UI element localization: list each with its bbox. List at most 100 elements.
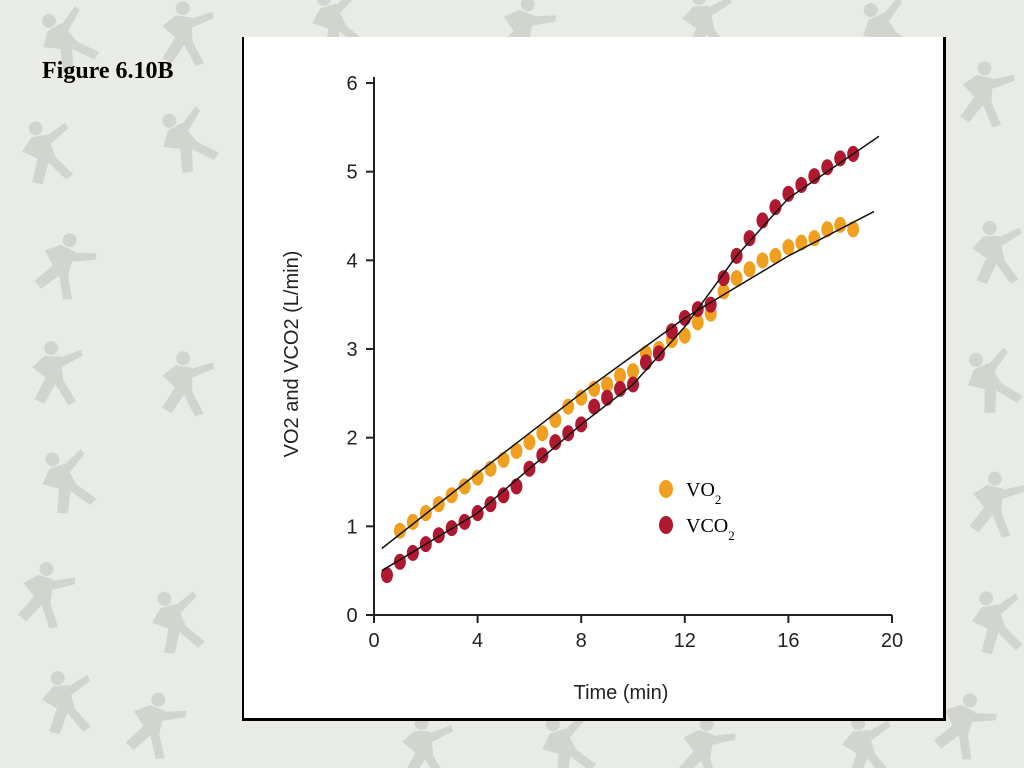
silhouette-arm	[161, 710, 187, 721]
vo2-point	[847, 221, 860, 238]
athlete-silhouette	[933, 693, 997, 760]
silhouette-arm	[51, 577, 76, 590]
silhouette-head	[28, 121, 43, 136]
athlete-silhouette	[967, 347, 1023, 414]
vco2-fit-line	[381, 135, 880, 572]
silhouette-arm	[707, 0, 732, 16]
legend-box	[642, 459, 782, 551]
legend-label-vo2: VO2	[686, 479, 721, 507]
silhouette-head	[151, 692, 166, 707]
y-tick-label: 2	[346, 428, 357, 450]
athlete-silhouette	[17, 561, 76, 629]
athlete-silhouette	[971, 591, 1023, 655]
y-tick-label: 1	[346, 516, 357, 538]
y-tick-label: 5	[346, 162, 357, 184]
vco2-point	[808, 168, 821, 185]
vo2-point	[510, 442, 523, 459]
vo2-point	[717, 283, 730, 300]
legend-marker-vo2	[659, 480, 673, 498]
silhouette-arm	[63, 449, 85, 473]
silhouette-head	[44, 341, 59, 356]
legend-label-vco2: VCO2	[686, 515, 735, 543]
silhouette-arm	[997, 227, 1022, 246]
vo2-point	[549, 411, 562, 428]
silhouette-head	[962, 693, 977, 708]
vo2-point	[627, 363, 639, 380]
vco2-point	[601, 389, 614, 406]
vco2-point	[665, 323, 678, 340]
vco2-point	[458, 513, 471, 530]
silhouette-body	[969, 485, 1011, 538]
chart-panel: 0 4 8 12 16 20 0 1 2 3 4 5 6 Time (min) VO2 and VCO2 (…	[242, 37, 946, 721]
silhouette-head	[987, 471, 1002, 486]
silhouette-head	[863, 3, 878, 18]
silhouette-arm	[189, 11, 214, 28]
vo2-point	[834, 216, 847, 233]
athlete-silhouette	[125, 692, 187, 760]
silhouette-head	[50, 671, 65, 686]
y-axis-label: VO2 and VCO2 (L/min)	[281, 251, 303, 458]
vco2-point	[769, 199, 782, 216]
silhouette-head	[42, 13, 56, 28]
silhouette-arm	[531, 15, 556, 26]
silhouette-head	[175, 1, 190, 16]
silhouette-body	[971, 235, 1019, 285]
silhouette-arm	[990, 74, 1015, 89]
athlete-silhouette	[161, 351, 214, 417]
vo2-point	[458, 478, 471, 495]
silhouette-head	[982, 221, 997, 236]
vco2-point	[717, 270, 730, 287]
x-axis-label: Time (min)	[574, 682, 669, 704]
silhouette-body	[933, 704, 976, 760]
legend: VO2 VCO2	[642, 459, 782, 551]
silhouette-arm	[972, 712, 997, 722]
vco2-point	[588, 398, 601, 415]
vo2-point	[691, 314, 704, 331]
y-tick-label: 4	[346, 250, 357, 272]
silhouette-body	[967, 363, 1023, 414]
silhouette-body	[542, 728, 597, 768]
silhouette-head	[176, 351, 191, 366]
vco2-point	[510, 478, 523, 495]
legend-marker-vco2	[659, 516, 673, 534]
x-tick-label: 16	[777, 630, 799, 652]
vco2-point	[406, 544, 419, 561]
vco2-point	[497, 487, 510, 504]
vo2-point	[743, 261, 756, 278]
vco2-point	[821, 159, 834, 176]
silhouette-head	[969, 352, 984, 367]
x-tick-label: 20	[881, 630, 903, 652]
vo2-point	[821, 221, 834, 238]
silhouette-body	[41, 685, 91, 735]
silhouette-arm	[334, 0, 357, 13]
vo2-point	[471, 469, 484, 486]
athlete-silhouette	[162, 106, 220, 174]
silhouette-body	[43, 22, 100, 73]
athlete-silhouette	[162, 1, 214, 67]
y-tick-label: 6	[346, 73, 357, 95]
silhouette-arm	[711, 733, 736, 745]
silhouette-head	[520, 0, 535, 12]
vo2-point	[808, 230, 821, 247]
silhouette-head	[979, 591, 994, 606]
athlete-silhouette	[841, 716, 891, 768]
vo2-point	[536, 425, 549, 442]
silhouette-arm	[58, 349, 83, 367]
vco2-point	[639, 354, 652, 371]
vco2-point	[782, 185, 795, 202]
silhouette-arm	[174, 590, 197, 614]
silhouette-body	[960, 75, 1002, 128]
x-tick-label: 8	[576, 630, 587, 652]
silhouette-arm	[181, 106, 201, 131]
vo2-point	[769, 247, 782, 264]
vo2-point	[756, 252, 769, 269]
silhouette-arm	[882, 0, 903, 22]
vo2-point	[782, 239, 795, 256]
vco2-point	[549, 434, 562, 451]
silhouette-arm	[189, 362, 214, 378]
silhouette-head	[316, 0, 331, 6]
silhouette-arm	[428, 725, 454, 742]
silhouette-arm	[45, 122, 69, 144]
silhouette-arm	[987, 347, 1008, 372]
